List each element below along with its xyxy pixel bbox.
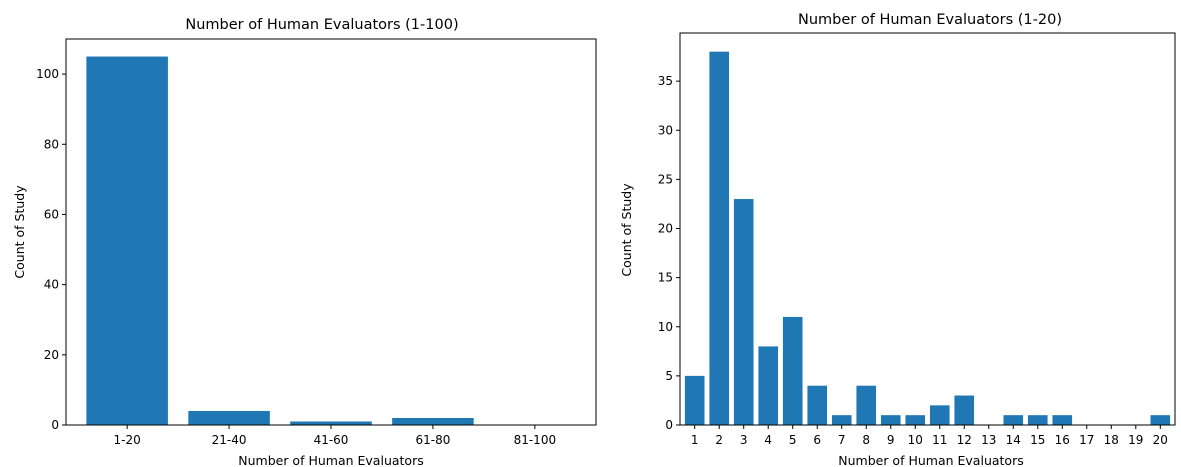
y-tick-label: 0 [665,418,673,432]
x-tick-label: 19 [1128,433,1143,447]
x-tick-label: 9 [887,433,895,447]
y-tick-label: 80 [44,137,59,151]
x-tick-label: 17 [1079,433,1094,447]
y-tick-label: 10 [658,320,673,334]
x-tick-label: 4 [764,433,772,447]
chart-left: Number of Human Evaluators (1-100) 0 20 40… [12,17,597,467]
x-tick-label: 81-100 [514,433,557,447]
chart-right-y-axis-label: Count of Study [619,183,634,277]
chart-left-bars [86,56,474,425]
chart-right-x-ticks: 1 2 3 4 5 6 7 8 9 10 11 12 13 14 15 16 17 18 19 20 [691,425,1168,447]
bar-20 [1150,415,1171,425]
y-tick-label: 30 [658,123,673,137]
x-tick-label: 13 [981,433,996,447]
chart-left-title: Number of Human Evaluators (1-100) [185,17,458,33]
chart-right-plot-area [680,33,1175,425]
x-tick-label: 2 [715,433,723,447]
x-tick-label: 16 [1055,433,1070,447]
x-tick-label: 18 [1104,433,1119,447]
y-tick-label: 40 [44,278,59,292]
x-tick-label: 1-20 [114,433,141,447]
y-tick-label: 25 [658,172,673,186]
bar-21-40 [188,410,270,425]
chart-left-x-axis-label: Number of Human Evaluators [238,453,423,467]
x-tick-label: 21-40 [212,433,247,447]
bar-12 [954,395,975,425]
x-tick-label: 11 [932,433,947,447]
bar-15 [1027,415,1048,425]
bar-14 [1003,415,1024,425]
x-tick-label: 14 [1006,433,1021,447]
chart-right-x-axis-label: Number of Human Evaluators [838,453,1023,467]
x-tick-label: 8 [862,433,870,447]
chart-left-y-ticks: 0 20 40 60 80 100 [36,67,66,432]
bar-2 [709,51,730,426]
x-tick-label: 12 [957,433,972,447]
x-tick-label: 15 [1030,433,1045,447]
chart-right-title: Number of Human Evaluators (1-20) [798,12,1062,28]
bar-10 [905,415,926,425]
bar-1 [684,375,705,425]
x-tick-label: 10 [908,433,923,447]
chart-left-frame [65,38,597,426]
x-tick-label: 1 [691,433,699,447]
bar-9 [880,415,901,425]
y-tick-label: 5 [665,369,673,383]
bar-61-80 [392,417,474,425]
chart-right-frame [679,32,1176,426]
y-tick-label: 35 [658,74,673,88]
bar-1-20 [86,56,168,425]
bar-6 [807,385,828,425]
x-tick-label: 7 [838,433,846,447]
chart-left-x-ticks: 1-20 21-40 41-60 61-80 81-100 [114,425,557,447]
bar-11 [929,405,950,425]
y-tick-label: 20 [658,222,673,236]
x-tick-label: 61-80 [415,433,450,447]
y-tick-label: 20 [44,348,59,362]
bar-3 [733,199,754,425]
x-tick-label: 6 [813,433,821,447]
bar-41-60 [290,421,372,425]
y-tick-label: 60 [44,207,59,221]
chart-left-y-axis-label: Count of Study [12,185,27,279]
bar-5 [782,316,803,425]
bar-7 [831,415,852,425]
bar-8 [856,385,877,425]
x-tick-label: 5 [789,433,797,447]
bar-4 [758,346,779,425]
bar-16 [1052,415,1073,425]
y-tick-label: 15 [658,271,673,285]
chart-right-y-ticks: 0 5 10 15 20 25 30 35 [658,74,680,432]
x-tick-label: 20 [1153,433,1168,447]
chart-right-bars [684,51,1171,426]
y-tick-label: 100 [36,67,59,81]
chart-right: Number of Human Evaluators (1-20) 051015… [619,12,1176,467]
x-tick-label: 41-60 [314,433,349,447]
x-tick-label: 3 [740,433,748,447]
y-tick-label: 0 [51,418,59,432]
